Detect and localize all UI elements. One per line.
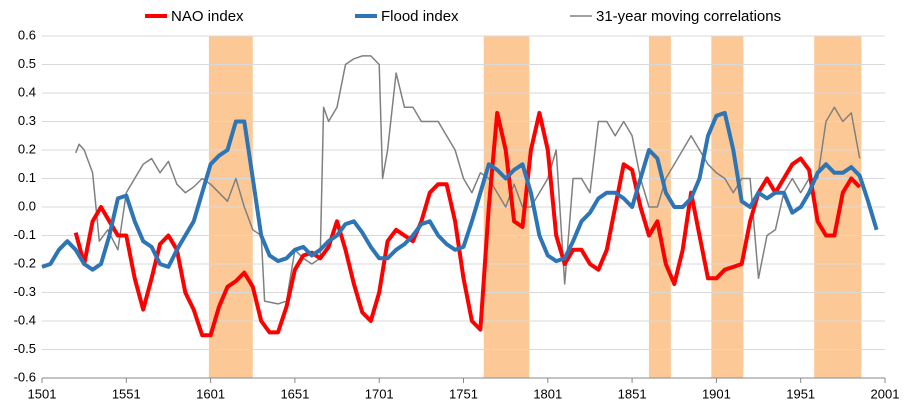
legend-label: Flood index	[381, 8, 459, 25]
x-tick-label: 2001	[871, 386, 900, 401]
y-tick-label: -0.4	[14, 312, 36, 327]
y-tick-label: -0.2	[14, 255, 36, 270]
y-tick-label: 0.2	[18, 141, 36, 156]
y-tick-label: -0.3	[14, 284, 36, 299]
x-tick-label: 1751	[449, 386, 478, 401]
x-tick-label: 1951	[786, 386, 815, 401]
x-tick-label: 1651	[280, 386, 309, 401]
series-line	[73, 110, 862, 338]
y-tick-label: 0.4	[18, 84, 36, 99]
y-tick-label: 0.3	[18, 113, 36, 128]
x-tick-label: 1601	[196, 386, 225, 401]
x-tick-label: 1551	[112, 386, 141, 401]
y-tick-label: -0.5	[14, 341, 36, 356]
series-line	[75, 55, 861, 305]
y-tick-label: 0.0	[18, 198, 36, 213]
y-tick-label: -0.6	[14, 369, 36, 384]
x-tick-label: 1501	[28, 386, 57, 401]
x-tick-label: 1901	[702, 386, 731, 401]
y-tick-label: -0.1	[14, 227, 36, 242]
y-tick-label: 0.5	[18, 56, 36, 71]
series-line	[41, 110, 879, 272]
y-tick-label: 0.1	[18, 170, 36, 185]
y-tick-label: 0.6	[18, 27, 36, 42]
x-tick-label: 1701	[365, 386, 394, 401]
legend-label: 31-year moving correlations	[596, 8, 781, 25]
x-tick-label: 1801	[533, 386, 562, 401]
legend-label: NAO index	[171, 8, 244, 25]
x-tick-label: 1851	[618, 386, 647, 401]
